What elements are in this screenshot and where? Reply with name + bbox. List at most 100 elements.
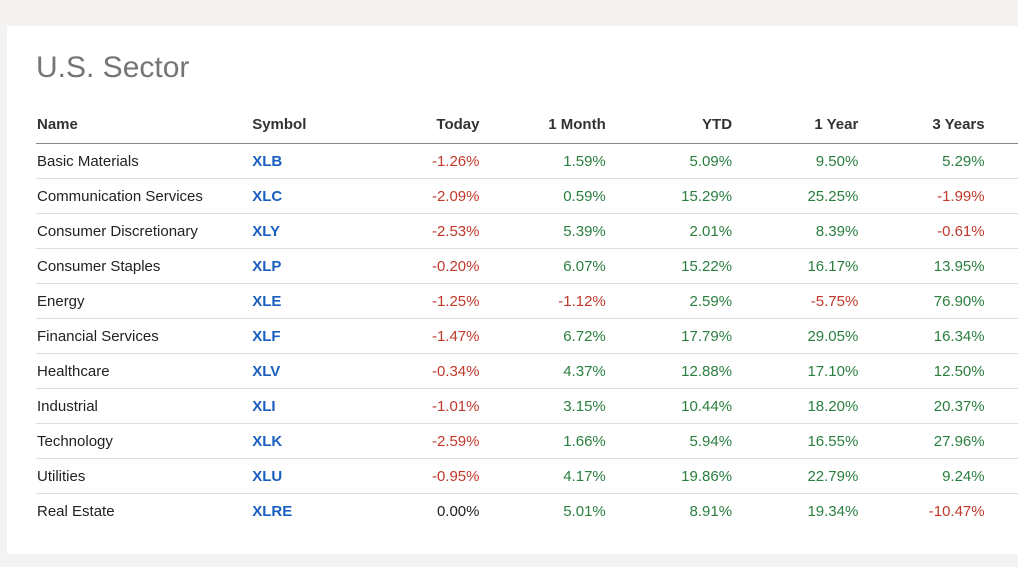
value-ytd: 2.59%	[605, 283, 733, 319]
value-3-years: 13.95%	[858, 248, 985, 284]
value-ytd: 15.29%	[605, 178, 733, 214]
header-name[interactable]: Name	[36, 105, 253, 144]
value-ytd: 5.09%	[605, 143, 733, 179]
sector-name: Communication Services	[36, 178, 253, 214]
sector-name: Healthcare	[36, 353, 253, 389]
value-ytd: 17.79%	[605, 318, 733, 354]
value-today: -0.20%	[353, 248, 480, 284]
symbol-cell: XLE	[252, 283, 354, 319]
table-row: Utilities XLU -0.95% 4.17% 19.86% 22.79% 9.24%	[36, 458, 1018, 494]
sector-panel: U.S. Sector Name Symbol Today 1 Month YT…	[7, 26, 1018, 554]
value-1-month: 0.59%	[479, 178, 606, 214]
value-1-month: -1.12%	[479, 283, 606, 319]
value-today: -2.59%	[353, 423, 480, 459]
symbol-cell: XLC	[252, 178, 354, 214]
header-today[interactable]: Today	[353, 105, 480, 144]
table-row: Communication Services XLC -2.09% 0.59% 15.2…	[36, 178, 1018, 214]
panel-title: U.S. Sector	[36, 51, 190, 84]
symbol-cell: XLY	[252, 213, 354, 249]
symbol-cell: XLRE	[252, 494, 353, 529]
value-today: -0.34%	[353, 353, 480, 389]
value-ytd: 12.88%	[605, 353, 733, 389]
value-1-month: 5.39%	[479, 213, 606, 249]
table-row: Energy XLE -1.25% -1.12% 2.59% -5.75% 76.90%	[36, 283, 1018, 319]
value-1-year: 16.55%	[732, 423, 859, 459]
table-body: Basic Materials XLB -1.26% 1.59% 5.09% 9.50% 5…	[36, 143, 1018, 529]
symbol-link[interactable]: XLRE	[252, 502, 293, 520]
symbol-link[interactable]: XLY	[252, 222, 280, 240]
sector-name: Consumer Discretionary	[36, 213, 253, 249]
value-1-year: 25.25%	[732, 178, 859, 214]
sector-name: Basic Materials	[36, 143, 253, 179]
value-3-years: 20.37%	[858, 388, 985, 424]
value-1-month: 3.15%	[479, 388, 606, 424]
value-ytd: 10.44%	[605, 388, 733, 424]
value-3-years: 5.29%	[858, 143, 985, 179]
value-1-month: 4.37%	[479, 353, 606, 389]
value-ytd: 8.91%	[689, 502, 733, 520]
symbol-link[interactable]: XLC	[252, 187, 283, 205]
header-3-years[interactable]: 3 Years	[858, 105, 985, 144]
sector-name: Industrial	[36, 388, 253, 424]
value-ytd: 15.22%	[605, 248, 733, 284]
symbol-link[interactable]: XLP	[252, 257, 282, 275]
value-ytd: 5.94%	[605, 423, 733, 459]
value-1-year: -5.75%	[732, 283, 859, 319]
value-3-years: 76.90%	[858, 283, 985, 319]
symbol-link[interactable]: XLF	[252, 327, 281, 345]
value-1-year: 8.39%	[732, 213, 859, 249]
sector-name: Consumer Staples	[36, 248, 253, 284]
value-today: -1.47%	[353, 318, 480, 354]
symbol-cell: XLK	[252, 423, 354, 459]
sector-name: Energy	[36, 283, 253, 319]
value-1-year: 17.10%	[732, 353, 859, 389]
header-ytd[interactable]: YTD	[605, 105, 733, 144]
value-3-years: -0.61%	[858, 213, 985, 249]
value-1-year: 9.50%	[732, 143, 859, 179]
sector-name: Financial Services	[36, 318, 253, 354]
value-1-year: 19.34%	[807, 502, 859, 520]
symbol-link[interactable]: XLV	[252, 362, 281, 380]
value-1-year: 22.79%	[732, 458, 859, 494]
value-ytd: 19.86%	[605, 458, 733, 494]
table-row: Basic Materials XLB -1.26% 1.59% 5.09% 9.50% 5…	[36, 143, 1018, 179]
value-1-year: 16.17%	[732, 248, 859, 284]
value-1-month: 1.59%	[479, 143, 606, 179]
value-today: -2.53%	[353, 213, 480, 249]
value-3-years: -1.99%	[858, 178, 985, 214]
value-today: 0.00%	[436, 502, 480, 520]
value-1-year: 18.20%	[732, 388, 859, 424]
value-1-month: 4.17%	[479, 458, 606, 494]
value-3-years: 9.24%	[858, 458, 985, 494]
value-1-year: 29.05%	[732, 318, 859, 354]
table-row: Financial Services XLF -1.47% 6.72% 17.79% 29…	[36, 318, 1018, 354]
sector-name: Utilities	[36, 458, 253, 494]
value-today: -1.26%	[353, 143, 480, 179]
table-row: Industrial XLI -1.01% 3.15% 10.44% 18.20% 20.3…	[36, 388, 1018, 424]
table-row: Consumer Staples XLP -0.20% 6.07% 15.22% 16.1…	[36, 248, 1018, 284]
table-row: Real Estate XLRE 0.00% 5.01% 8.91% 19.34% -10.…	[36, 494, 1018, 529]
value-1-month: 6.72%	[479, 318, 606, 354]
value-today: -0.95%	[353, 458, 480, 494]
symbol-cell: XLP	[252, 248, 354, 284]
header-symbol[interactable]: Symbol	[252, 105, 354, 144]
value-3-years: 12.50%	[858, 353, 985, 389]
symbol-link[interactable]: XLI	[252, 397, 276, 415]
value-3-years: -10.47%	[928, 502, 985, 520]
value-today: -1.25%	[353, 283, 480, 319]
value-3-years: 16.34%	[858, 318, 985, 354]
symbol-cell: XLV	[252, 353, 354, 389]
symbol-link[interactable]: XLK	[252, 432, 283, 450]
symbol-cell: XLB	[252, 143, 354, 179]
symbol-cell: XLI	[252, 388, 354, 424]
symbol-link[interactable]: XLU	[252, 467, 283, 485]
header-1-year[interactable]: 1 Year	[732, 105, 859, 144]
symbol-cell: XLU	[252, 458, 354, 494]
value-today: -1.01%	[353, 388, 480, 424]
value-ytd: 2.01%	[605, 213, 733, 249]
symbol-link[interactable]: XLB	[252, 152, 283, 170]
sector-name: Technology	[36, 423, 253, 459]
symbol-link[interactable]: XLE	[252, 292, 282, 310]
table-header-row: Name Symbol Today 1 Month YTD 1 Year 3 Y…	[36, 105, 1018, 144]
header-1-month[interactable]: 1 Month	[479, 105, 606, 144]
